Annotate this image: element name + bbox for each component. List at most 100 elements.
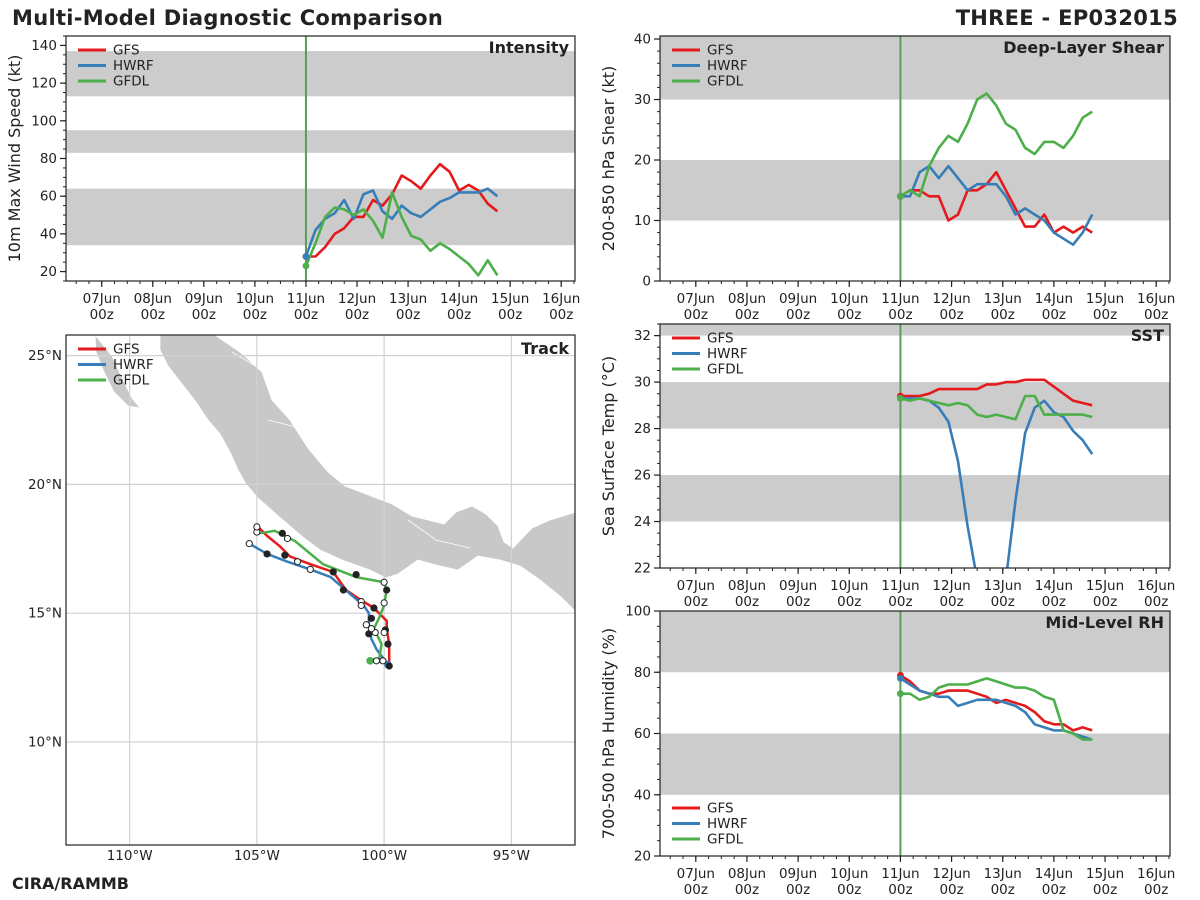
intensity-y-tick-label: 20 — [40, 264, 57, 280]
track-lon-label: 100°W — [361, 848, 407, 864]
sst-legend-label-gfdl: GFDL — [707, 362, 744, 378]
track-lat-label: 10°N — [28, 734, 62, 750]
intensity-x-tick-hour: 00z — [549, 307, 573, 323]
intensity-x-tick-day: 15Jun — [491, 291, 529, 307]
track-position-marker — [283, 534, 292, 543]
shear-y-axis-label: 200-850 hPa Shear (kt) — [599, 66, 618, 252]
sst-band-2 — [660, 324, 1170, 336]
sst-x-tick-day: 09Jun — [779, 578, 817, 594]
rh-x-tick-hour: 00z — [991, 882, 1015, 898]
rh-x-tick-hour: 00z — [888, 882, 912, 898]
shear-x-tick-hour: 00z — [888, 307, 912, 323]
rh-x-tick-hour: 00z — [1093, 882, 1117, 898]
shear-legend-label-gfs: GFS — [707, 43, 734, 59]
shear-x-tick-day: 14Jun — [1035, 291, 1073, 307]
rh-init-point-hwrf — [897, 674, 904, 682]
rh-x-tick-day: 13Jun — [984, 866, 1022, 882]
track-position-marker — [278, 529, 286, 537]
rh-panel-title: Mid-Level RH — [1045, 613, 1164, 632]
track-lat-label: 15°N — [28, 606, 62, 622]
intensity-x-tick-day: 11Jun — [287, 291, 325, 307]
intensity-x-tick-hour: 00z — [141, 307, 165, 323]
track-position-marker — [385, 662, 393, 670]
track-lon-label: 110°W — [107, 848, 153, 864]
shear-series-group — [899, 92, 1094, 246]
shear-x-tick-day: 16Jun — [1137, 291, 1175, 307]
sst-series-group — [900, 378, 1094, 568]
shear-series-gfs — [899, 170, 1093, 234]
shear-series-gfdl — [899, 92, 1093, 198]
intensity-x-tick-hour: 00z — [396, 307, 420, 323]
rh-x-tick-hour: 00z — [837, 882, 861, 898]
sst-series-gfs — [900, 378, 1093, 407]
track-position-marker — [384, 640, 392, 648]
track-lon-label: 105°W — [234, 848, 280, 864]
shear-x-tick-hour: 00z — [786, 307, 810, 323]
sst-y-tick-label: 28 — [634, 421, 651, 437]
sst-x-tick-hour: 00z — [1042, 594, 1066, 610]
track-position-marker — [367, 614, 375, 622]
track-position-marker — [379, 657, 387, 665]
sst-x-tick-hour: 00z — [684, 594, 708, 610]
shear-x-tick-hour: 00z — [1144, 307, 1168, 323]
track-position-marker — [293, 558, 302, 566]
rh-x-tick-hour: 00z — [1144, 882, 1168, 898]
sst-x-tick-day: 12Jun — [932, 578, 970, 594]
intensity-x-tick-day: 10Jun — [236, 291, 274, 307]
rh-y-axis-label: 700-500 hPa Humidity (%) — [599, 628, 618, 839]
sst-band-0 — [660, 475, 1170, 522]
rh-y-tick-label: 100 — [625, 604, 651, 620]
track-position-marker — [380, 628, 388, 637]
rh-x-tick-day: 07Jun — [677, 866, 715, 882]
track-position-marker — [362, 621, 370, 629]
intensity-x-tick-day: 16Jun — [542, 291, 580, 307]
intensity-series-group — [304, 162, 499, 277]
track-lat-label: 20°N — [28, 477, 62, 493]
intensity-x-tick-day: 09Jun — [185, 291, 223, 307]
track-map-area — [66, 335, 575, 845]
track-frame — [65, 334, 576, 846]
shear-y-tick-label: 0 — [642, 274, 651, 290]
intensity-x-tick-hour: 00z — [294, 307, 318, 323]
intensity-x-tick-day: 14Jun — [440, 291, 478, 307]
intensity-y-tick-label: 40 — [40, 226, 57, 242]
shear-y-tick-label: 10 — [634, 213, 651, 229]
sst-legend-label-hwrf: HWRF — [707, 346, 748, 362]
track-position-marker — [372, 657, 381, 665]
track-panel: 110°W 105°W 100°W 95°W 10°N 15°N 20°N 25°N Track… — [28, 334, 576, 864]
rh-y-tick-label: 40 — [634, 787, 651, 803]
rh-y-tick-label: 20 — [634, 849, 651, 865]
sst-init-point-gfdl — [897, 394, 904, 402]
track-position-marker — [245, 540, 253, 548]
track-legend-label-hwrf: HWRF — [113, 357, 154, 373]
track-position-marker — [367, 625, 375, 633]
track-position-marker — [281, 551, 289, 559]
track-position-marker — [370, 604, 378, 612]
track-position-marker — [306, 565, 314, 573]
shear-x-tick-hour: 00z — [991, 307, 1015, 323]
intensity-legend-label-hwrf: HWRF — [113, 58, 154, 74]
intensity-x-tick-day: 12Jun — [338, 291, 376, 307]
intensity-init-point-hwrf — [302, 253, 310, 260]
sst-x-tick-hour: 00z — [939, 594, 963, 610]
rh-x-tick-day: 16Jun — [1137, 866, 1175, 882]
shear-x-tick-day: 11Jun — [881, 291, 919, 307]
rh-legend-label-gfs: GFS — [707, 801, 734, 817]
intensity-legend-label-gfs: GFS — [113, 43, 140, 59]
sst-x-tick-day: 13Jun — [984, 578, 1022, 594]
track-start-point-gfdl — [366, 657, 374, 665]
rh-panel: 2040608010007Jun00z08Jun00z09Jun00z10Jun… — [599, 604, 1175, 899]
sst-x-tick-hour: 00z — [1144, 594, 1168, 610]
intensity-band-2 — [66, 51, 575, 97]
intensity-x-tick-hour: 00z — [243, 307, 267, 323]
credit-label: CIRA/RAMMB — [12, 874, 129, 893]
sst-series-gfdl — [900, 394, 1093, 421]
sst-y-tick-label: 30 — [634, 375, 651, 391]
intensity-band-0 — [66, 188, 575, 246]
shear-x-tick-hour: 00z — [684, 307, 708, 323]
shear-y-tick-label: 40 — [634, 32, 651, 48]
shear-series-hwrf — [900, 164, 1094, 246]
shear-y-tick-label: 30 — [634, 92, 651, 108]
rh-x-tick-day: 11Jun — [881, 866, 919, 882]
sst-frame — [659, 323, 1171, 569]
